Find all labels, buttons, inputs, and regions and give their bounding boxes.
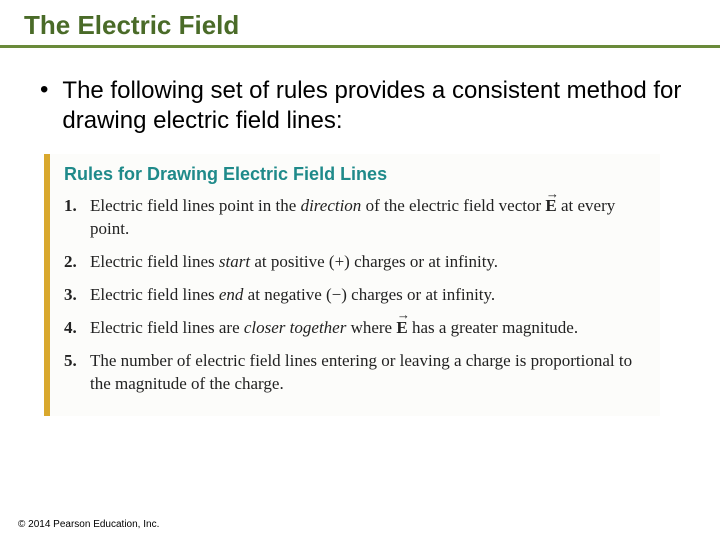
rule-number: 1. <box>64 195 86 241</box>
rule-text: Electric field lines point in the direct… <box>90 195 644 241</box>
rule-item: 5. The number of electric field lines en… <box>64 350 644 396</box>
rule-item: 3. Electric field lines end at negative … <box>64 284 644 307</box>
rule-item: 2. Electric field lines start at positiv… <box>64 251 644 274</box>
bullet-dot-icon: • <box>40 76 48 104</box>
rule-number: 4. <box>64 317 86 340</box>
rules-panel: Rules for Drawing Electric Field Lines 1… <box>44 154 660 416</box>
intro-text: The following set of rules provides a co… <box>62 76 690 136</box>
rule-text: Electric field lines are closer together… <box>90 317 578 340</box>
intro-bullet: • The following set of rules provides a … <box>0 76 720 136</box>
rules-heading: Rules for Drawing Electric Field Lines <box>64 164 644 185</box>
rule-text: Electric field lines start at positive (… <box>90 251 498 274</box>
rule-item: 1. Electric field lines point in the dir… <box>64 195 644 241</box>
copyright-text: © 2014 Pearson Education, Inc. <box>18 519 159 530</box>
rule-item: 4. Electric field lines are closer toget… <box>64 317 644 340</box>
rule-number: 3. <box>64 284 86 307</box>
rule-number: 2. <box>64 251 86 274</box>
page-title: The Electric Field <box>0 0 720 41</box>
rule-number: 5. <box>64 350 86 396</box>
rule-text: The number of electric field lines enter… <box>90 350 644 396</box>
rule-text: Electric field lines end at negative (−)… <box>90 284 495 307</box>
